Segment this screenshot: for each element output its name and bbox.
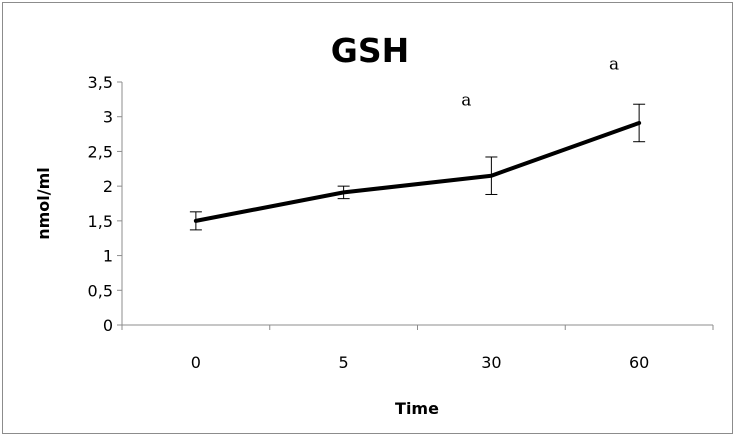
y-tick-label: 2,5: [88, 142, 113, 161]
x-tick-label: 0: [191, 353, 201, 372]
x-axis-ticks: 0 5 30 60: [121, 325, 714, 372]
y-tick-label: 1: [103, 247, 113, 266]
y-axis-title: nmol/ml: [34, 167, 53, 240]
y-tick-label: 2: [103, 177, 113, 196]
y-tick-label: 0: [103, 316, 113, 335]
y-tick-label: 0,5: [88, 281, 113, 300]
y-axis-ticks: 0 0,5 1 1,5 2 2,5 3 3,5: [88, 73, 122, 335]
chart-frame: [2, 2, 733, 434]
x-tick-label: 30: [481, 353, 501, 372]
x-tick-label: 5: [339, 353, 349, 372]
chart-title: GSH: [331, 31, 409, 70]
series-layer: [189, 103, 646, 231]
annotation-layer: aa: [461, 55, 619, 111]
y-tick-label: 3: [103, 108, 113, 127]
y-tick-label: 3,5: [88, 73, 113, 92]
y-tick-label: 1,5: [88, 212, 113, 231]
x-axis-title: Time: [395, 399, 439, 418]
x-tick-label: 60: [629, 353, 649, 372]
significance-annotation: a: [609, 55, 619, 75]
series-line: [193, 120, 642, 223]
significance-annotation: a: [461, 91, 471, 111]
